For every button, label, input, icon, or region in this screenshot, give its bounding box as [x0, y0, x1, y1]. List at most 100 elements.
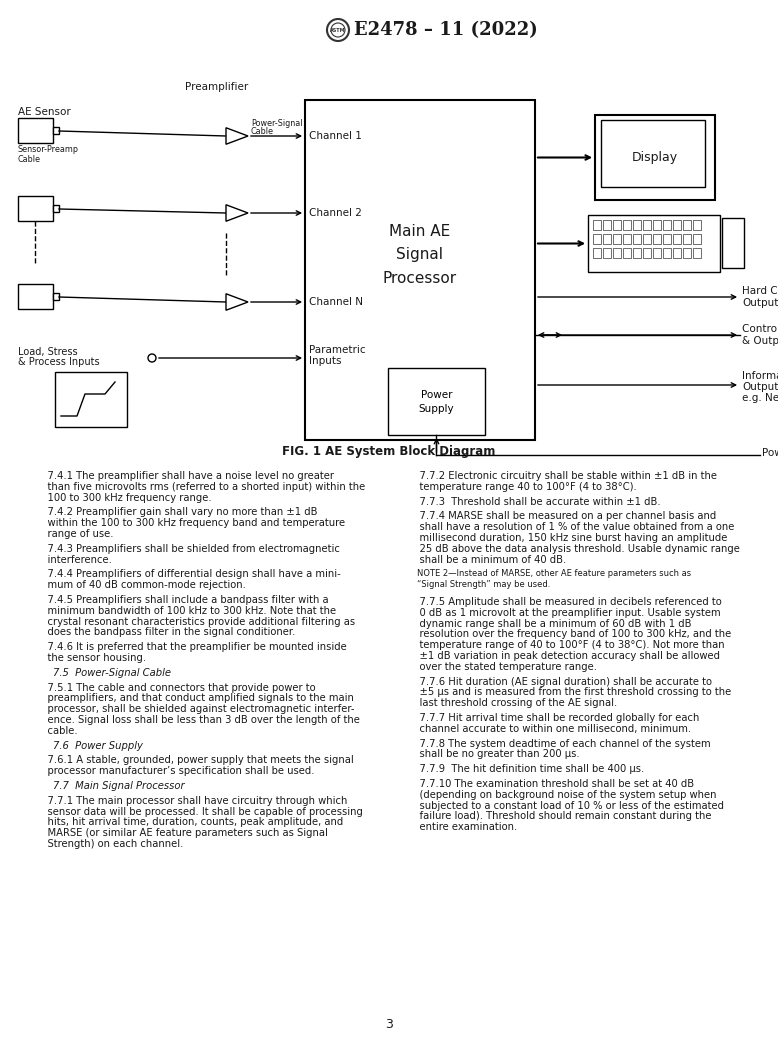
Bar [623, 248, 631, 258]
Text: hits, hit arrival time, duration, counts, peak amplitude, and: hits, hit arrival time, duration, counts… [35, 817, 343, 828]
Text: 7.7.1 The main processor shall have circuitry through which: 7.7.1 The main processor shall have circ… [35, 795, 347, 806]
Text: Channel 1: Channel 1 [309, 131, 362, 141]
Text: the sensor housing.: the sensor housing. [35, 653, 146, 663]
Text: failure load). Threshold should remain constant during the: failure load). Threshold should remain c… [407, 811, 712, 821]
Text: than five microvolts rms (referred to a shorted input) within the: than five microvolts rms (referred to a … [35, 482, 365, 491]
Text: millisecond duration, 150 kHz sine burst having an amplitude: millisecond duration, 150 kHz sine burst… [407, 533, 727, 543]
Text: mum of 40 dB common-mode rejection.: mum of 40 dB common-mode rejection. [35, 580, 246, 590]
Bar [53, 293, 59, 300]
Bar [53, 127, 59, 134]
Bar [53, 205, 59, 212]
Text: 7.4.3 Preamplifiers shall be shielded from electromagnetic: 7.4.3 Preamplifiers shall be shielded fr… [35, 543, 340, 554]
Text: shall be no greater than 200 μs.: shall be no greater than 200 μs. [407, 750, 580, 759]
Bar [633, 234, 641, 244]
Text: 7.7.2 Electronic circuitry shall be stable within ±1 dB in the: 7.7.2 Electronic circuitry shall be stab… [407, 471, 717, 481]
Text: 7.7  Main Signal Processor: 7.7 Main Signal Processor [53, 781, 184, 791]
Bar [601, 120, 705, 187]
Text: shall have a resolution of 1 % of the value obtained from a one: shall have a resolution of 1 % of the va… [407, 523, 734, 532]
Text: Channel N: Channel N [309, 297, 363, 307]
Polygon shape [226, 205, 248, 222]
Bar [673, 220, 681, 230]
Text: within the 100 to 300 kHz frequency band and temperature: within the 100 to 300 kHz frequency band… [35, 518, 345, 528]
Bar [693, 220, 701, 230]
Text: 7.4.1 The preamplifier shall have a noise level no greater: 7.4.1 The preamplifier shall have a nois… [35, 471, 334, 481]
Bar [683, 220, 691, 230]
Bar [633, 248, 641, 258]
Bar [388, 369, 485, 435]
Text: & Process Inputs: & Process Inputs [18, 357, 100, 367]
Text: & Outputs: & Outputs [742, 336, 778, 346]
Bar [305, 100, 535, 440]
Bar [55, 372, 127, 427]
Bar [663, 220, 671, 230]
Text: 100 to 300 kHz frequency range.: 100 to 300 kHz frequency range. [35, 492, 212, 503]
Text: entire examination.: entire examination. [407, 822, 517, 832]
Text: 7.4.6 It is preferred that the preamplifier be mounted inside: 7.4.6 It is preferred that the preamplif… [35, 642, 347, 653]
Bar [613, 234, 621, 244]
Text: interference.: interference. [35, 555, 112, 564]
Text: Parametric: Parametric [309, 345, 366, 355]
Bar [673, 234, 681, 244]
Text: range of use.: range of use. [35, 529, 114, 539]
Bar [633, 220, 641, 230]
Text: ±5 μs and is measured from the first threshold crossing to the: ±5 μs and is measured from the first thr… [407, 687, 731, 697]
Bar [653, 248, 661, 258]
Bar [663, 234, 671, 244]
Text: 7.4.5 Preamplifiers shall include a bandpass filter with a: 7.4.5 Preamplifiers shall include a band… [35, 595, 328, 605]
Text: (depending on background noise of the system setup when: (depending on background noise of the sy… [407, 790, 717, 799]
Bar [693, 234, 701, 244]
Text: preamplifiers, and that conduct amplified signals to the main: preamplifiers, and that conduct amplifie… [35, 693, 354, 704]
Text: 7.6.1 A stable, grounded, power supply that meets the signal: 7.6.1 A stable, grounded, power supply t… [35, 756, 354, 765]
Bar [613, 220, 621, 230]
Bar [643, 234, 651, 244]
Text: Outputs: Outputs [742, 298, 778, 308]
Text: ence. Signal loss shall be less than 3 dB over the length of the: ence. Signal loss shall be less than 3 d… [35, 715, 360, 725]
Text: Inputs: Inputs [309, 356, 342, 366]
Bar [693, 248, 701, 258]
Bar [603, 220, 611, 230]
Bar [588, 215, 720, 272]
Text: channel accurate to within one millisecond, minimum.: channel accurate to within one milliseco… [407, 723, 691, 734]
Bar [18, 196, 53, 221]
Text: 7.5  Power-Signal Cable: 7.5 Power-Signal Cable [53, 667, 171, 678]
Text: processor, shall be shielded against electromagnetic interfer-: processor, shall be shielded against ele… [35, 704, 355, 714]
Text: Cable: Cable [251, 127, 274, 136]
Bar [653, 234, 661, 244]
Text: AE Sensor: AE Sensor [18, 107, 71, 117]
Text: E2478 – 11 (2022): E2478 – 11 (2022) [354, 21, 538, 39]
Text: cable.: cable. [35, 726, 78, 736]
Text: over the stated temperature range.: over the stated temperature range. [407, 662, 597, 671]
Circle shape [148, 354, 156, 362]
Text: ASTM: ASTM [330, 27, 345, 32]
Bar [603, 248, 611, 258]
Text: FIG. 1 AE System Block Diagram: FIG. 1 AE System Block Diagram [282, 446, 496, 458]
Text: Cable: Cable [18, 154, 41, 163]
Text: 7.7.7 Hit arrival time shall be recorded globally for each: 7.7.7 Hit arrival time shall be recorded… [407, 713, 699, 723]
Text: Hard Copy: Hard Copy [742, 286, 778, 296]
Bar [643, 248, 651, 258]
Bar [623, 234, 631, 244]
Bar [593, 220, 601, 230]
Text: Power
Supply: Power Supply [419, 389, 454, 413]
Text: 7.7.10 The examination threshold shall be set at 40 dB: 7.7.10 The examination threshold shall b… [407, 779, 694, 789]
Bar [593, 234, 601, 244]
Text: 3: 3 [385, 1018, 393, 1032]
Text: Informational: Informational [742, 371, 778, 381]
Bar [593, 248, 601, 258]
Text: Control Inputs: Control Inputs [742, 324, 778, 334]
Text: NOTE 2—Instead of MARSE, other AE feature parameters such as: NOTE 2—Instead of MARSE, other AE featur… [417, 569, 691, 579]
Text: MARSE (or similar AE feature parameters such as Signal: MARSE (or similar AE feature parameters … [35, 829, 328, 838]
Bar [663, 248, 671, 258]
Text: 7.4.2 Preamplifier gain shall vary no more than ±1 dB: 7.4.2 Preamplifier gain shall vary no mo… [35, 507, 317, 517]
Text: 7.5.1 The cable and connectors that provide power to: 7.5.1 The cable and connectors that prov… [35, 683, 316, 692]
Text: last threshold crossing of the AE signal.: last threshold crossing of the AE signal… [407, 699, 617, 708]
Text: 7.6  Power Supply: 7.6 Power Supply [53, 740, 143, 751]
Text: Main AE
Signal
Processor: Main AE Signal Processor [383, 224, 457, 286]
Text: dynamic range shall be a minimum of 60 dB with 1 dB: dynamic range shall be a minimum of 60 d… [407, 618, 692, 629]
Text: minimum bandwidth of 100 kHz to 300 kHz. Note that the: minimum bandwidth of 100 kHz to 300 kHz.… [35, 606, 336, 616]
Bar [18, 284, 53, 309]
Polygon shape [226, 294, 248, 310]
Bar [623, 220, 631, 230]
Bar [603, 234, 611, 244]
Text: e.g. Network: e.g. Network [742, 393, 778, 403]
